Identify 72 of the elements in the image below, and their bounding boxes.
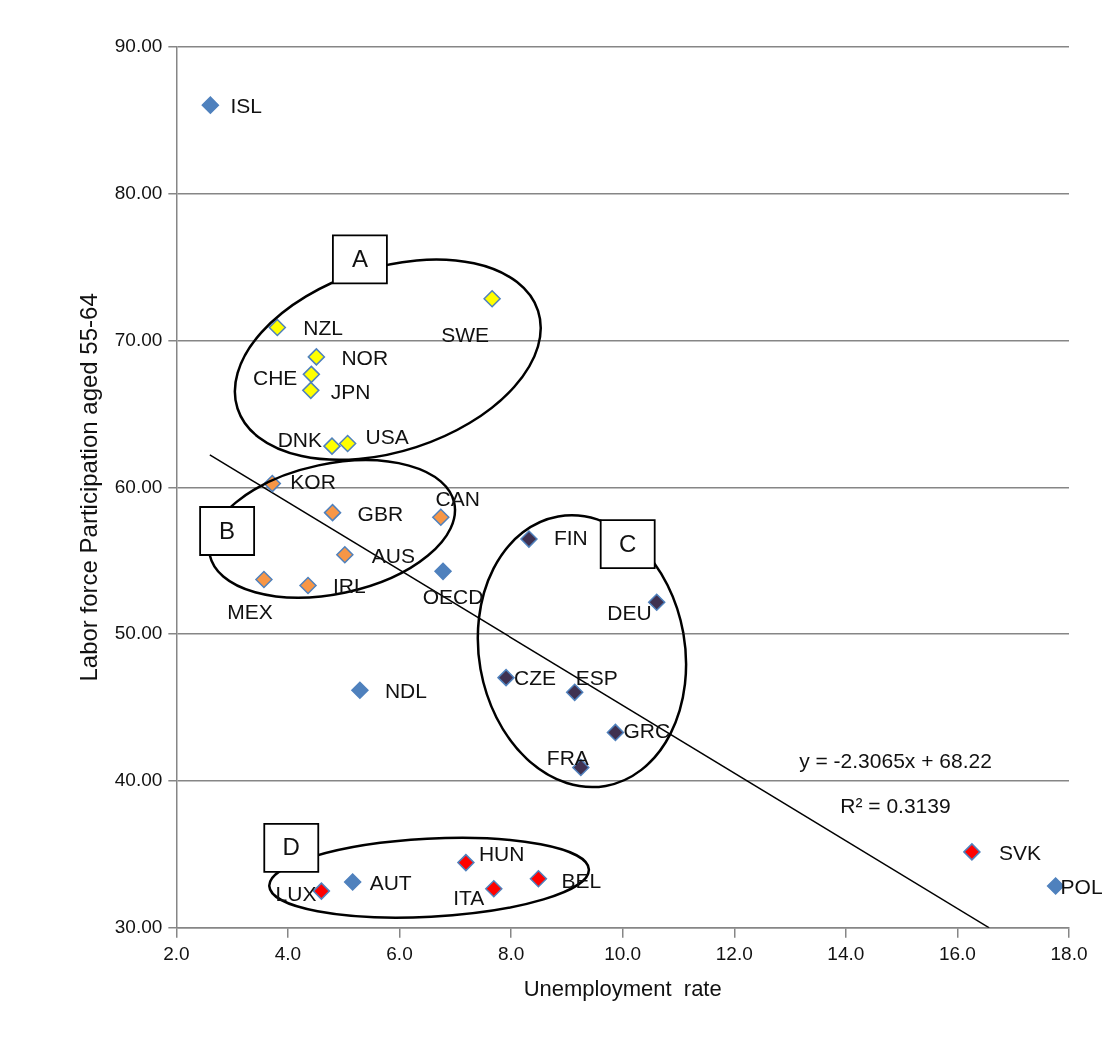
point — [255, 570, 273, 589]
point — [343, 873, 362, 891]
annotation: ESP — [575, 666, 618, 690]
point — [268, 318, 287, 337]
point — [338, 434, 357, 453]
y-tick-label: 70.00 — [114, 328, 163, 350]
y-tick-label: 30.00 — [114, 916, 163, 938]
point — [485, 880, 503, 898]
annotation: DEU — [607, 600, 652, 624]
annotation: NDL — [384, 679, 427, 703]
annotation: FIN — [553, 525, 588, 549]
annotation: C — [619, 529, 637, 557]
annotation: y = -2.3065x + 68.22 — [799, 749, 992, 773]
y-axis-title: Labor force Participation aged 55-64 — [75, 293, 103, 682]
point — [963, 843, 981, 861]
annotation: POL — [1060, 874, 1103, 898]
y-tick-label: 90.00 — [114, 35, 163, 57]
x-tick-label: 12.0 — [715, 943, 753, 965]
annotation: GBR — [357, 502, 404, 526]
x-axis-title: Unemployment rate — [523, 975, 722, 1001]
annotation: B — [219, 516, 236, 544]
annotation: R² = 0.3139 — [840, 794, 951, 818]
annotation: MEX — [227, 600, 273, 624]
annotation: A — [351, 245, 368, 273]
annotation: HUN — [478, 842, 525, 866]
point — [434, 562, 452, 581]
annotation: ISL — [230, 93, 262, 117]
point — [336, 546, 354, 564]
point — [565, 683, 584, 702]
point — [432, 508, 450, 526]
annotation: KOR — [290, 470, 336, 494]
x-tick-label: 18.0 — [1050, 943, 1088, 965]
y-tick-label: 60.00 — [114, 475, 163, 497]
annotation: AUT — [369, 870, 412, 894]
point — [201, 96, 220, 114]
x-tick-label: 14.0 — [827, 943, 865, 965]
point — [606, 723, 625, 742]
annotation: ITA — [453, 885, 485, 909]
x-tick-label: 2.0 — [163, 943, 190, 965]
annotation: FRA — [546, 746, 589, 770]
annotation: JPN — [330, 380, 371, 404]
annotation: SWE — [441, 322, 490, 346]
annotation: LUX — [275, 881, 317, 905]
point — [483, 290, 501, 308]
x-tick-label: 4.0 — [274, 943, 302, 965]
annotation: D — [282, 833, 300, 861]
point — [529, 870, 548, 888]
x-tick-label: 10.0 — [604, 943, 642, 965]
annotation: NOR — [341, 345, 389, 369]
annotation: AUS — [371, 543, 416, 567]
point — [299, 576, 317, 595]
point — [351, 681, 369, 700]
x-tick-label: 6.0 — [386, 943, 413, 965]
point — [323, 503, 342, 522]
annotation: DNK — [277, 427, 322, 451]
y-tick-label: 50.00 — [114, 622, 163, 644]
x-tick-label: 8.0 — [497, 943, 525, 965]
point — [497, 668, 515, 687]
annotation: CHE — [253, 366, 298, 390]
y-tick-label: 80.00 — [114, 182, 163, 204]
annotation: NZL — [303, 316, 344, 340]
annotation: SVK — [998, 840, 1041, 864]
annotation: USA — [365, 425, 409, 449]
annotation: CZE — [514, 666, 557, 690]
point — [307, 348, 326, 366]
point — [302, 381, 320, 400]
x-tick-label: 16.0 — [938, 943, 976, 965]
point — [457, 853, 475, 872]
point — [520, 530, 538, 548]
point — [323, 437, 341, 455]
point — [302, 365, 321, 384]
y-tick-label: 40.00 — [114, 769, 163, 791]
